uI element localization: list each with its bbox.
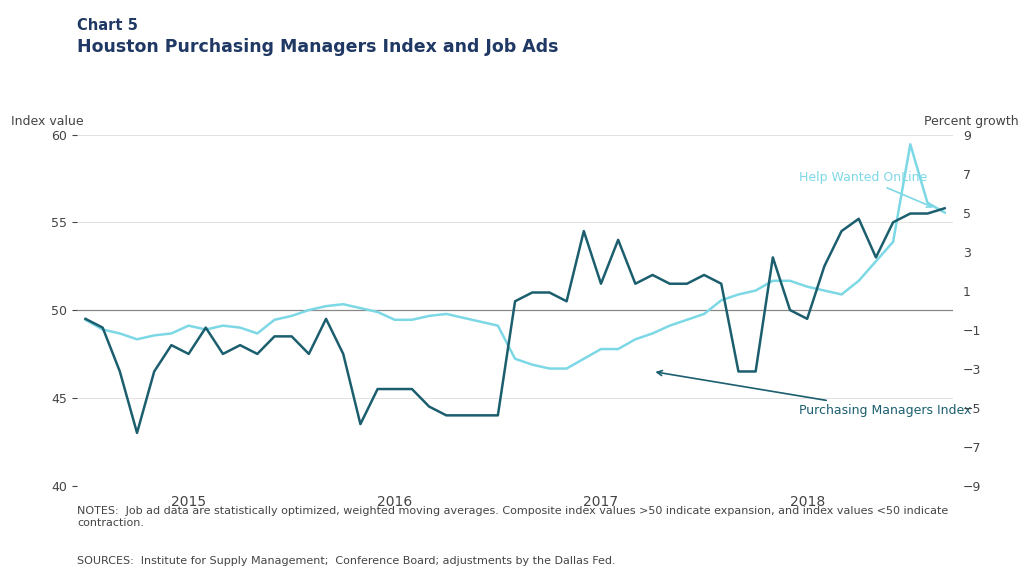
Text: Index value: Index value (11, 115, 84, 128)
Text: NOTES:  Job ad data are statistically optimized, weighted moving averages. Compo: NOTES: Job ad data are statistically opt… (77, 506, 948, 528)
Text: Houston Purchasing Managers Index and Job Ads: Houston Purchasing Managers Index and Jo… (77, 38, 559, 56)
Text: SOURCES:  Institute for Supply Management;  Conference Board; adjustments by the: SOURCES: Institute for Supply Management… (77, 556, 615, 566)
Text: Chart 5: Chart 5 (77, 18, 137, 33)
Text: Percent growth: Percent growth (925, 115, 1019, 128)
Text: Purchasing Managers Index: Purchasing Managers Index (657, 370, 971, 417)
Text: Help Wanted OnLine: Help Wanted OnLine (798, 171, 932, 207)
